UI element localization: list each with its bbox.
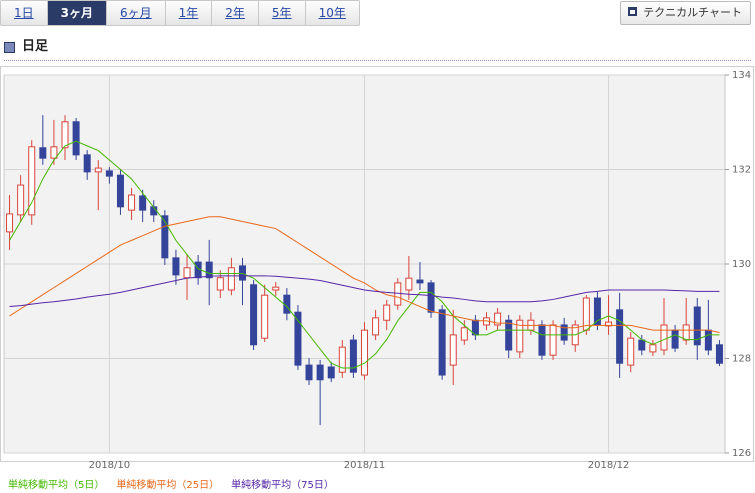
- candle-body: [183, 267, 191, 279]
- y-tick-label: 130: [732, 259, 751, 270]
- candle-body: [250, 284, 258, 346]
- x-tick-label: 2018/12: [588, 460, 630, 471]
- y-tick-label: 132: [732, 165, 751, 176]
- candle-body: [172, 257, 180, 276]
- candle-body: [338, 346, 346, 373]
- technical-chart-button[interactable]: テクニカルチャート: [620, 1, 751, 25]
- candle-body: [216, 277, 224, 291]
- candle-body: [693, 306, 701, 346]
- section-header: 日足: [4, 38, 751, 61]
- candle-body: [349, 339, 357, 373]
- candle-body: [505, 319, 513, 351]
- period-tab[interactable]: 10年: [305, 1, 359, 25]
- legend-entry: 単純移動平均（5日）: [8, 478, 104, 491]
- candle-body: [327, 366, 335, 379]
- candle-body: [516, 319, 524, 353]
- period-tab[interactable]: 1日: [1, 1, 48, 25]
- candle-body: [538, 324, 546, 356]
- candle-body: [28, 146, 36, 216]
- candle-body: [649, 344, 657, 353]
- period-tab[interactable]: 6ヶ月: [107, 1, 166, 25]
- candle-body: [416, 279, 424, 284]
- y-tick-label: 128: [732, 354, 751, 365]
- candle-body: [72, 121, 80, 156]
- candle-body: [383, 304, 391, 321]
- legend-entry: 単純移動平均（25日）: [116, 478, 219, 491]
- candle-body: [205, 261, 213, 279]
- candle-body: [17, 184, 25, 216]
- candle-body: [549, 324, 557, 356]
- candle-body: [427, 282, 435, 313]
- moving-average-line: [9, 216, 720, 334]
- candle-body: [50, 146, 58, 159]
- y-tick-label: 126: [732, 448, 751, 459]
- x-tick-label: 2018/10: [89, 460, 131, 471]
- period-tab[interactable]: 5年: [258, 1, 306, 25]
- candle-body: [272, 286, 280, 291]
- candle-body: [105, 170, 113, 177]
- candle-body: [560, 324, 568, 341]
- candle-body: [361, 329, 368, 376]
- period-tab[interactable]: 1年: [165, 1, 213, 25]
- y-tick-label: 134: [732, 70, 751, 81]
- candle-body: [405, 277, 413, 291]
- candle-body: [116, 174, 124, 208]
- candle-body: [394, 282, 402, 306]
- candle-body: [715, 344, 723, 364]
- moving-average-line: [9, 140, 720, 369]
- candle-body: [261, 294, 269, 339]
- candle-body: [494, 312, 502, 326]
- candle-body: [438, 309, 446, 376]
- candle-body: [671, 329, 679, 349]
- candle-body: [227, 267, 235, 291]
- candle-body: [638, 339, 646, 351]
- candle-body: [6, 213, 14, 233]
- candle-body: [161, 215, 169, 259]
- candle-body: [372, 317, 380, 336]
- candle-body: [294, 311, 302, 366]
- legend-entry: 単純移動平均（75日）: [231, 478, 334, 491]
- candle-body: [39, 147, 47, 159]
- candle-body: [616, 309, 624, 364]
- candle-body: [704, 329, 712, 351]
- period-tab[interactable]: 3ヶ月: [47, 1, 107, 25]
- candle-body: [83, 154, 91, 173]
- candle-body: [682, 324, 690, 341]
- period-tab[interactable]: 2年: [212, 1, 259, 25]
- candle-body: [61, 121, 69, 149]
- candle-body: [627, 337, 635, 366]
- candle-body: [460, 327, 468, 341]
- candle-body: [305, 364, 313, 381]
- candle-body: [449, 334, 457, 366]
- candle-body: [94, 167, 102, 173]
- candle-body: [316, 364, 324, 381]
- candle-body: [660, 324, 668, 351]
- moving-average-line: [9, 275, 720, 308]
- candle-body: [139, 195, 147, 211]
- x-tick-label: 2018/11: [344, 460, 386, 471]
- period-tabs: 1日 3ヶ月 6ヶ月 1年 2年 5年 10年: [0, 0, 360, 26]
- candle-body: [128, 194, 136, 211]
